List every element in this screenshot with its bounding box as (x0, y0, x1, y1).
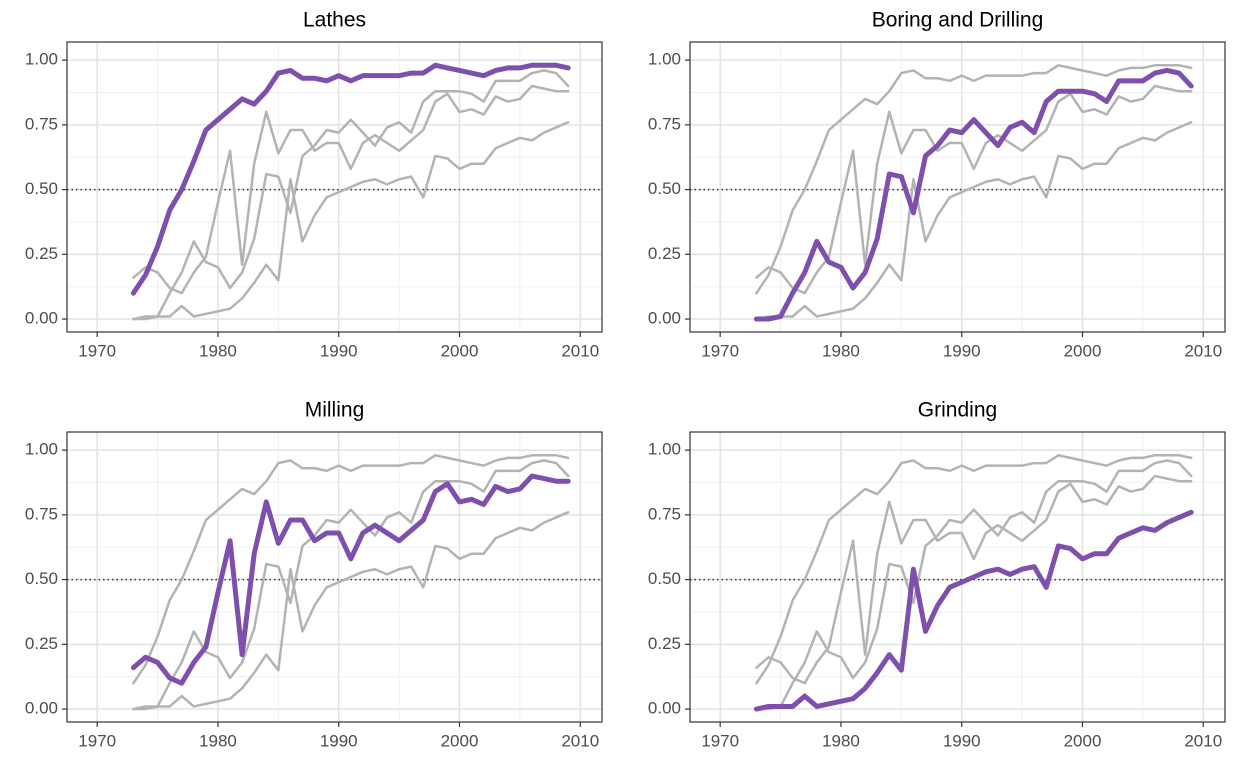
y-tick-label: 1.00 (648, 440, 681, 459)
x-tick-label: 2010 (561, 731, 599, 750)
y-tick-label: 0.00 (25, 309, 58, 328)
x-tick-label: 1970 (78, 341, 116, 360)
y-tick-label: 0.00 (648, 699, 681, 718)
y-tick-label: 0.25 (648, 634, 681, 653)
y-tick-label: 0.50 (648, 179, 681, 198)
context-line (755, 454, 1193, 685)
context-line (132, 69, 570, 321)
panel-border (66, 41, 603, 333)
x-tick-label: 2010 (1184, 341, 1222, 360)
context-line (132, 459, 570, 711)
y-tick-label: 0.75 (648, 114, 681, 133)
x-tick-label: 2010 (1184, 731, 1222, 750)
x-tick-label: 1980 (199, 341, 237, 360)
x-tick-label: 1990 (320, 341, 358, 360)
panel-title: Lathes (303, 9, 366, 32)
y-tick-label: 0.75 (25, 114, 58, 133)
y-tick-label: 1.00 (648, 50, 681, 69)
highlight-line (130, 62, 571, 296)
y-tick-label: 0.00 (648, 309, 681, 328)
x-tick-label: 1990 (320, 731, 358, 750)
y-tick-label: 0.50 (648, 569, 681, 588)
context-line (755, 84, 1193, 295)
highlight-line (130, 473, 571, 686)
y-tick-label: 0.25 (648, 244, 681, 263)
y-tick-label: 0.50 (25, 179, 58, 198)
panel-border (689, 431, 1226, 723)
x-tick-label: 2000 (1064, 341, 1102, 360)
y-tick-label: 0.50 (25, 569, 58, 588)
x-tick-label: 1990 (943, 731, 981, 750)
panel-border (66, 431, 603, 723)
panel-title: Grinding (918, 399, 997, 422)
x-tick-label: 1980 (822, 341, 860, 360)
highlight-line (753, 509, 1194, 712)
x-tick-label: 2000 (441, 341, 479, 360)
x-tick-label: 2010 (561, 341, 599, 360)
y-tick-label: 0.75 (25, 504, 58, 523)
y-tick-label: 0.00 (25, 699, 58, 718)
x-tick-label: 1980 (822, 731, 860, 750)
context-line (755, 474, 1193, 685)
context-line (755, 459, 1193, 711)
context-line (755, 121, 1193, 321)
x-tick-label: 2000 (441, 731, 479, 750)
context-line (132, 454, 570, 685)
context-line (132, 84, 570, 295)
context-line (755, 64, 1193, 295)
context-line (132, 511, 570, 711)
panel-border (689, 41, 1226, 333)
y-tick-label: 0.75 (648, 504, 681, 523)
x-tick-label: 2000 (1064, 731, 1102, 750)
y-tick-label: 0.25 (25, 244, 58, 263)
panel-title: Boring and Drilling (872, 9, 1044, 32)
y-tick-label: 1.00 (25, 440, 58, 459)
y-tick-label: 1.00 (25, 50, 58, 69)
panel-title: Milling (305, 399, 365, 422)
context-line (132, 121, 570, 321)
x-tick-label: 1990 (943, 341, 981, 360)
x-tick-label: 1970 (701, 731, 739, 750)
highlight-line (753, 67, 1194, 322)
y-tick-label: 0.25 (25, 634, 58, 653)
x-tick-label: 1980 (199, 731, 237, 750)
x-tick-label: 1970 (78, 731, 116, 750)
x-tick-label: 1970 (701, 341, 739, 360)
